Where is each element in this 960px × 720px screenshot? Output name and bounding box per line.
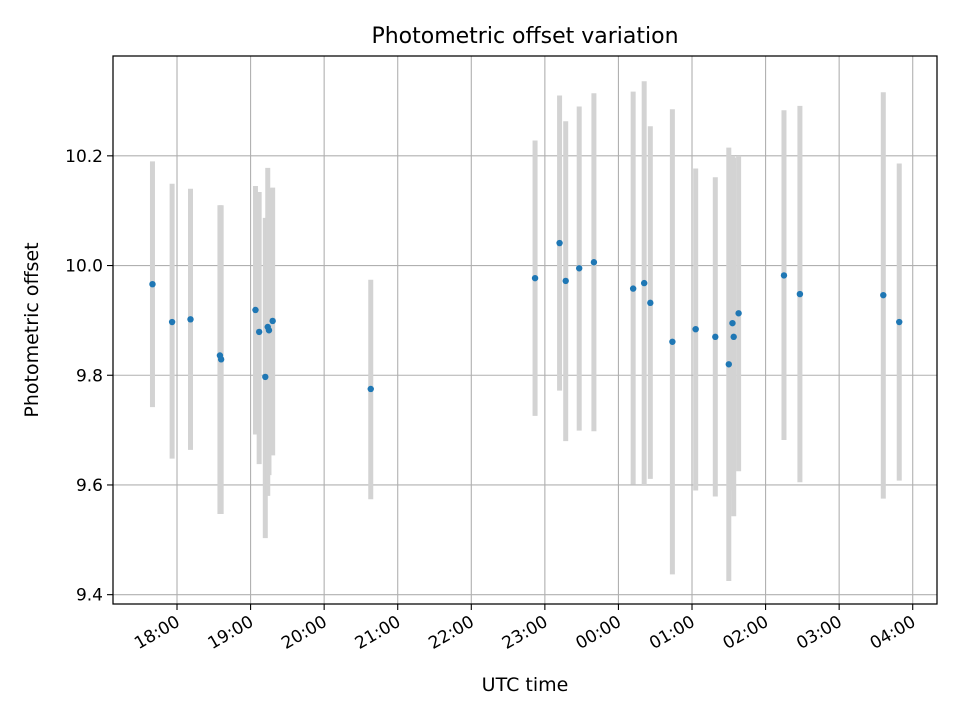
data-point <box>252 306 259 314</box>
y-tick-label: 9.8 <box>76 366 103 386</box>
data-point <box>531 274 539 282</box>
plot-frame <box>112 55 938 605</box>
data-point <box>168 318 176 326</box>
data-points <box>149 239 903 393</box>
data-point <box>556 239 563 247</box>
data-point <box>896 318 903 326</box>
x-axis-label: UTC time <box>482 674 569 696</box>
data-point <box>730 333 737 341</box>
data-point <box>217 356 225 363</box>
data-point <box>692 325 699 333</box>
data-point <box>647 299 654 307</box>
data-point <box>187 316 194 323</box>
data-point <box>780 272 788 279</box>
data-point <box>149 280 156 288</box>
data-point <box>262 373 269 381</box>
data-point <box>880 291 887 299</box>
y-tick-label: 9.6 <box>76 476 103 496</box>
chart-title: Photometric offset variation <box>371 24 678 49</box>
data-point <box>669 338 676 345</box>
data-point <box>629 285 637 292</box>
data-point <box>590 259 598 266</box>
data-point <box>265 327 273 334</box>
data-point <box>712 333 719 341</box>
data-point <box>255 328 263 336</box>
y-tick-label: 10.2 <box>65 147 103 167</box>
data-point <box>367 385 374 393</box>
data-point <box>729 319 736 327</box>
data-point <box>562 277 569 285</box>
data-point <box>269 317 276 325</box>
y-tick-label: 10.0 <box>65 257 103 277</box>
data-point <box>725 361 732 368</box>
data-point <box>575 265 583 272</box>
data-point <box>640 279 648 287</box>
y-axis-label: Photometric offset <box>21 242 43 417</box>
y-tick-label: 9.4 <box>76 586 103 606</box>
data-point <box>796 290 804 298</box>
data-point <box>735 310 742 317</box>
